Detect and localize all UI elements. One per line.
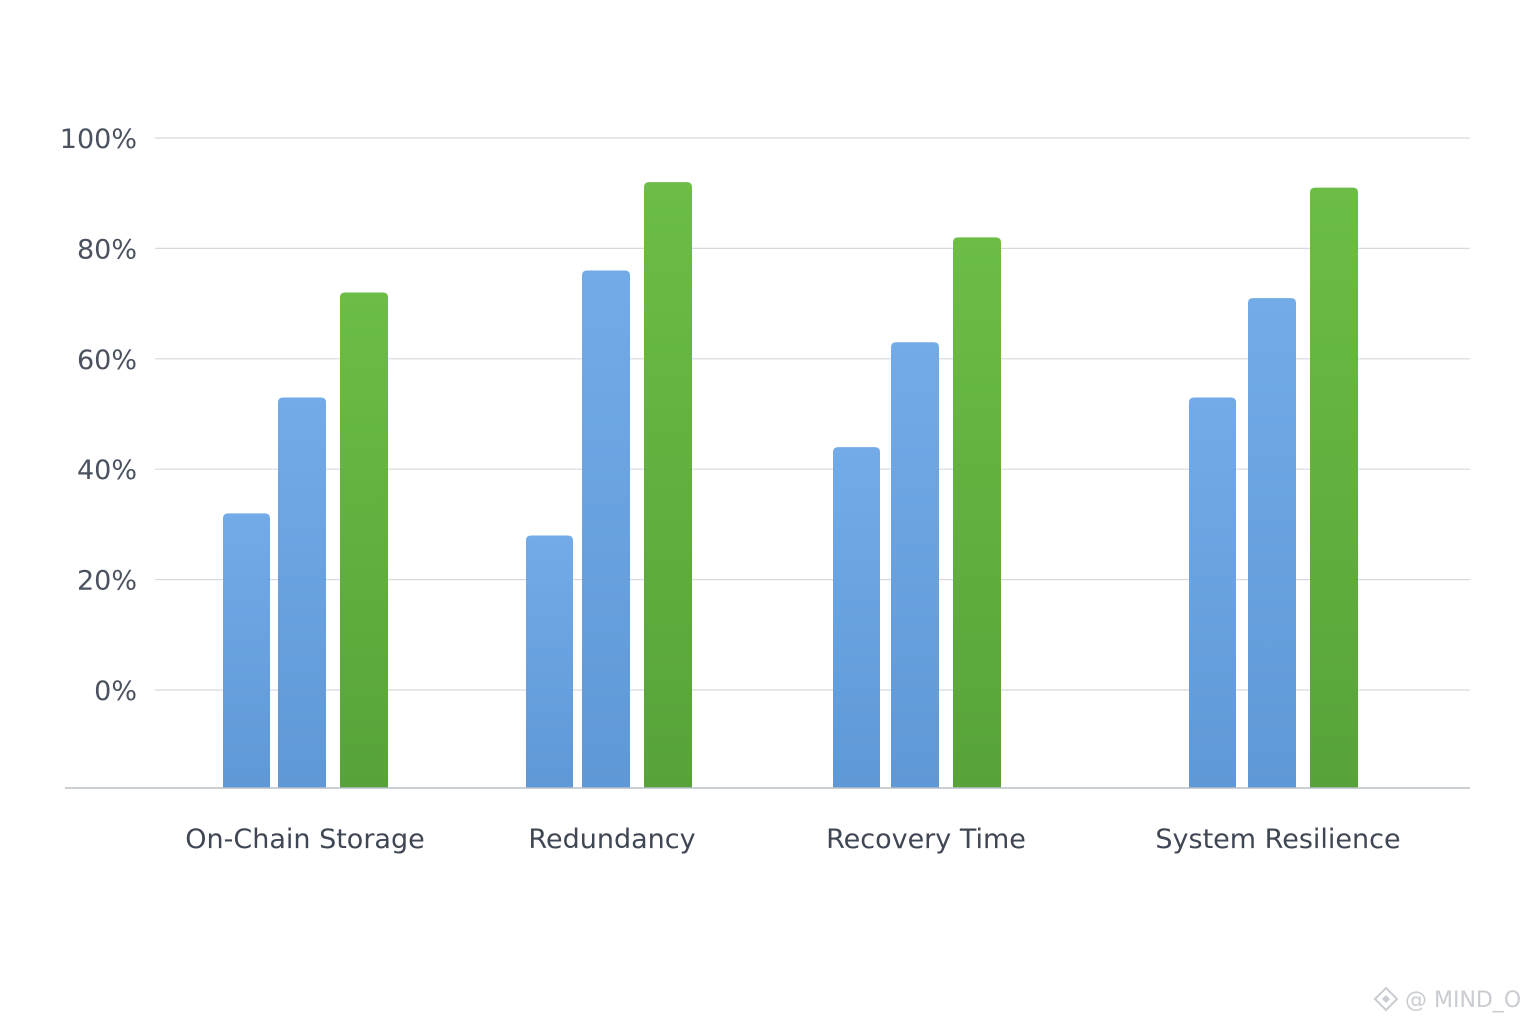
bar <box>340 292 388 788</box>
watermark: @ MIND_O <box>1373 986 1521 1013</box>
y-tick-label: 20% <box>77 566 137 597</box>
y-tick-label: 40% <box>77 455 137 486</box>
bar <box>1248 298 1296 788</box>
watermark-text: @ MIND_O <box>1405 988 1521 1013</box>
bar <box>278 397 326 788</box>
x-category-label: Redundancy <box>528 824 695 855</box>
y-axis-ticks: 0% 20% 40% 60% 80% 100% <box>60 124 137 707</box>
bar <box>1310 187 1358 788</box>
bar <box>953 237 1001 789</box>
bar <box>582 270 630 789</box>
bar <box>891 342 939 788</box>
bar <box>833 447 880 788</box>
bars <box>223 182 1358 789</box>
y-tick-label: 80% <box>77 234 137 265</box>
bar <box>526 535 573 788</box>
y-tick-label: 100% <box>60 124 137 155</box>
x-category-label: On-Chain Storage <box>185 824 424 855</box>
x-category-label: Recovery Time <box>826 824 1026 855</box>
x-axis-categories: On-Chain Storage Redundancy Recovery Time S… <box>185 824 1400 855</box>
y-tick-label: 60% <box>77 345 137 376</box>
bar <box>1189 397 1236 788</box>
binance-diamond-icon <box>1373 986 1399 1012</box>
x-category-label: System Resilience <box>1155 824 1400 855</box>
bar <box>223 513 270 788</box>
y-tick-label: 0% <box>94 676 137 707</box>
bar <box>644 182 692 788</box>
